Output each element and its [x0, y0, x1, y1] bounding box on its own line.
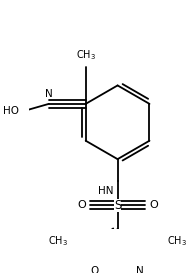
Text: CH$_3$: CH$_3$: [167, 235, 187, 248]
Text: S: S: [114, 199, 121, 212]
Text: CH$_3$: CH$_3$: [48, 235, 68, 248]
Text: O: O: [78, 200, 86, 210]
Text: HN: HN: [98, 186, 114, 196]
Text: CH$_3$: CH$_3$: [76, 48, 96, 62]
Text: O: O: [90, 266, 99, 273]
Text: O: O: [149, 200, 158, 210]
Text: N: N: [136, 266, 144, 273]
Text: N: N: [45, 90, 53, 99]
Text: HO: HO: [3, 106, 19, 116]
